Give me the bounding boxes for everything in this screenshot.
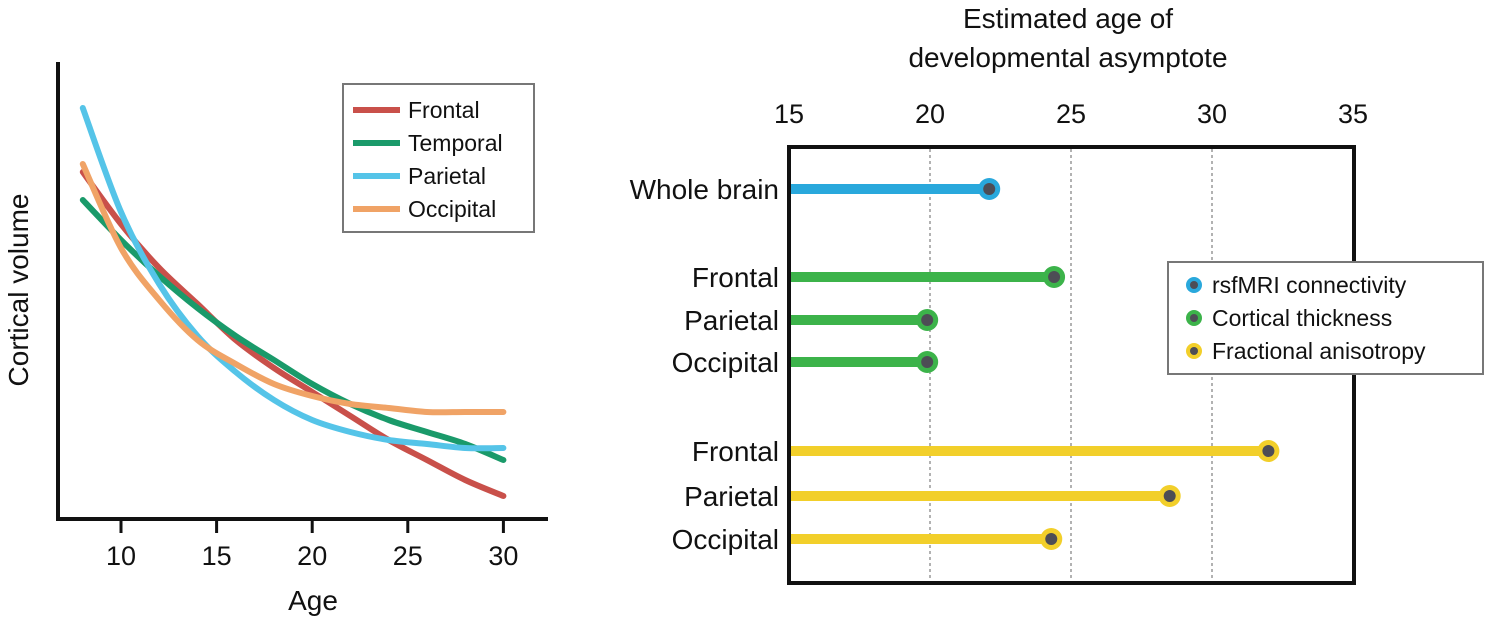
legend-marker-dot bbox=[1190, 347, 1198, 355]
category-label: Whole brain bbox=[630, 174, 779, 205]
category-label: Occipital bbox=[672, 347, 779, 378]
x-tick-label: 30 bbox=[488, 541, 518, 571]
category-labels: Whole brain Frontal Parietal Occipital Front… bbox=[630, 174, 779, 555]
x-tick-label: 35 bbox=[1338, 99, 1368, 129]
x-tick-label: 10 bbox=[106, 541, 136, 571]
x-ticks: 15 20 25 30 35 bbox=[774, 99, 1368, 129]
series-lines bbox=[79, 105, 507, 499]
series-line-frontal bbox=[79, 169, 507, 499]
legend-label-occipital: Occipital bbox=[408, 196, 496, 222]
x-tick-label: 20 bbox=[915, 99, 945, 129]
series-line-occipital bbox=[79, 161, 507, 416]
category-label: Frontal bbox=[692, 436, 779, 467]
bar-end-dot bbox=[921, 356, 934, 368]
legend-label: Fractional anisotropy bbox=[1212, 338, 1426, 364]
legend-box bbox=[1167, 261, 1484, 375]
x-tick-label: 30 bbox=[1197, 99, 1227, 129]
x-tick-label: 25 bbox=[1056, 99, 1086, 129]
bar-end-dot bbox=[1163, 490, 1176, 502]
chart-title-line-1: Estimated age of bbox=[963, 3, 1173, 34]
series-line-temporal bbox=[79, 197, 507, 463]
x-tick-label: 15 bbox=[774, 99, 804, 129]
legend-label-frontal: Frontal bbox=[408, 97, 480, 123]
legend-label: rsfMRI connectivity bbox=[1212, 272, 1407, 298]
bar-end-dot bbox=[983, 183, 996, 195]
series-line-parietal bbox=[79, 105, 507, 452]
cortical-volume-chart: 10 15 20 25 30 Age Cortical volume Frontal Te… bbox=[3, 62, 548, 616]
x-tick-label: 15 bbox=[202, 541, 232, 571]
x-tick-label: 25 bbox=[393, 541, 423, 571]
category-label: Frontal bbox=[692, 262, 779, 293]
x-axis-title: Age bbox=[288, 585, 338, 616]
legend-label-parietal: Parietal bbox=[408, 163, 486, 189]
bar-end-dot bbox=[1045, 533, 1058, 545]
category-label: Parietal bbox=[684, 305, 779, 336]
legend-label-temporal: Temporal bbox=[408, 130, 503, 156]
bar-end-dot bbox=[1262, 445, 1275, 457]
lollipop-bars bbox=[791, 178, 1280, 550]
y-axis-title: Cortical volume bbox=[3, 194, 34, 387]
asymptote-age-chart: Estimated age of developmental asymptote… bbox=[630, 3, 1484, 585]
legend-marker-dot bbox=[1190, 281, 1198, 289]
chart-title-line-2: developmental asymptote bbox=[908, 42, 1227, 73]
legend-label: Cortical thickness bbox=[1212, 305, 1392, 331]
category-label: Parietal bbox=[684, 481, 779, 512]
category-label: Occipital bbox=[672, 524, 779, 555]
x-tick-label: 20 bbox=[297, 541, 327, 571]
legend: rsfMRI connectivity Cortical thickness Fra… bbox=[1167, 261, 1484, 375]
bar-end-dot bbox=[921, 314, 934, 326]
legend: Frontal Temporal Parietal Occipital bbox=[342, 83, 535, 233]
bar-end-dot bbox=[1048, 271, 1061, 283]
legend-marker-dot bbox=[1190, 314, 1198, 322]
x-ticks: 10 15 20 25 30 bbox=[106, 519, 518, 571]
